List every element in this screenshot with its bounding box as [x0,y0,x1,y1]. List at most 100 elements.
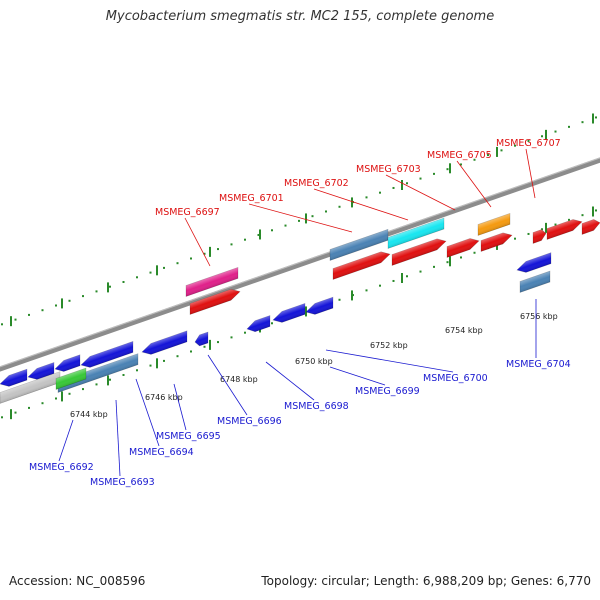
gene-label-msmeg-6702: MSMEG_6702 [284,178,349,189]
cds-forward [546,219,583,240]
cds-reverse [194,331,209,347]
leader-line [58,419,74,462]
gene-label-msmeg-6694: MSMEG_6694 [129,447,194,458]
accession-text: Accession: NC_008596 [9,574,146,588]
misc-feature [185,266,239,297]
tick-dot-bottom [55,397,57,400]
leader-line [313,188,409,221]
tick-dot-bottom [68,392,71,395]
gene-label-msmeg-6692: MSMEG_6692 [29,462,94,473]
leader-line [385,174,456,211]
tick-dot-top [122,280,125,283]
gene-label-msmeg-6704: MSMEG_6704 [506,359,571,370]
backbone-line [0,157,600,372]
tick-dot-bottom [95,383,98,386]
tick-label: 6752 kbp [370,341,408,350]
tick-dot-bottom [14,411,17,414]
tick-dot-bottom [406,275,408,278]
tick-dot-top [311,215,314,218]
cds-reverse [246,315,271,333]
genome-summary: Topology: circular; Length: 6,988,209 bp… [261,574,591,588]
tick-dot-bottom [203,345,206,348]
cds-forward [332,251,391,280]
tick-dot-top [82,295,84,298]
tick-dot-top [460,163,462,166]
tick-dot-top [230,243,233,246]
tick-dot-top [244,238,246,241]
tick-dot-top [419,177,422,180]
tick-dot-top [514,144,516,147]
tick-dot-top [392,186,395,189]
tick-dot-top [176,262,179,265]
tick-dot-bottom [392,279,395,282]
tick-dot-top [257,233,260,236]
cds-forward [189,288,241,315]
tick-dot-bottom [82,388,84,391]
tick-dot-bottom [581,214,584,217]
gene-label-msmeg-6697: MSMEG_6697 [155,207,220,218]
leader-line [135,378,160,447]
cds-reverse [27,362,55,380]
feature-track [0,212,600,404]
tick-dot-top [55,304,57,307]
tick-dot-top [541,135,543,138]
tick-label: 6754 kbp [445,326,483,335]
tick-dot-top [473,158,476,161]
leader-line [329,366,386,386]
gene-label-msmeg-6696: MSMEG_6696 [217,416,282,427]
tick-dot-bottom [41,402,44,405]
cds-reverse [0,368,28,387]
tick-dot-top [271,229,273,232]
gene-label-msmeg-6693: MSMEG_6693 [90,477,155,488]
tick-dot-bottom [244,331,246,334]
tick-dot-bottom [136,369,138,372]
tick-dot-top [595,116,597,119]
tick-dot-bottom [379,284,381,287]
tick-dot-bottom [1,416,3,419]
gene-label-msmeg-6700: MSMEG_6700 [423,373,488,384]
tick-dot-bottom [28,406,30,409]
misc-feature [477,212,511,236]
tick-dot-top [487,154,489,157]
tick-dot-top [190,257,192,260]
leader-line [207,354,248,416]
tick-label: 6756 kbp [520,312,558,321]
tick-dot-top [500,149,503,152]
cds-forward [446,238,480,258]
tick-label: 6744 kbp [70,410,108,419]
tick-dot-bottom [554,223,557,226]
tick-dot-bottom [514,237,516,240]
tick-dot-top [41,309,44,312]
tick-dot-top [14,318,17,321]
cds-forward [581,219,600,235]
leader-line [325,349,454,373]
tick-dot-top [217,248,219,251]
tick-dot-bottom [365,289,368,292]
tick-dot-bottom [446,261,449,264]
tick-dot-top [1,323,3,326]
map-title: Mycobacterium smegmatis str. MC2 155, co… [105,9,495,24]
tick-track: 6744 kbp 6746 kbp 6748 kbp 6750 kbp 6752 kbp… [1,113,597,420]
leader-line [184,217,211,267]
gene-label-msmeg-6707: MSMEG_6707 [496,138,561,149]
tick-dot-top [446,168,449,171]
leader-line [115,399,121,477]
tick-dot-bottom [568,218,570,221]
tick-dot-bottom [595,209,597,212]
gene-label-msmeg-6705: MSMEG_6705 [427,150,492,161]
cds-reverse [305,296,334,315]
leader-line [265,361,315,401]
gene-label-msmeg-6699: MSMEG_6699 [355,386,420,397]
tick-dot-bottom [473,251,476,254]
tick-dot-top [68,299,71,302]
leader-line [173,383,187,431]
backbone-highlight [0,157,600,368]
tick-dot-top [203,252,206,255]
gene-label-msmeg-6703: MSMEG_6703 [356,164,421,175]
tick-dot-top [433,172,435,175]
tick-dot-bottom [527,232,530,235]
cds-forward [480,232,513,252]
misc-feature [55,367,87,390]
tick-dot-top [325,210,327,213]
genome-backbone [0,157,600,372]
